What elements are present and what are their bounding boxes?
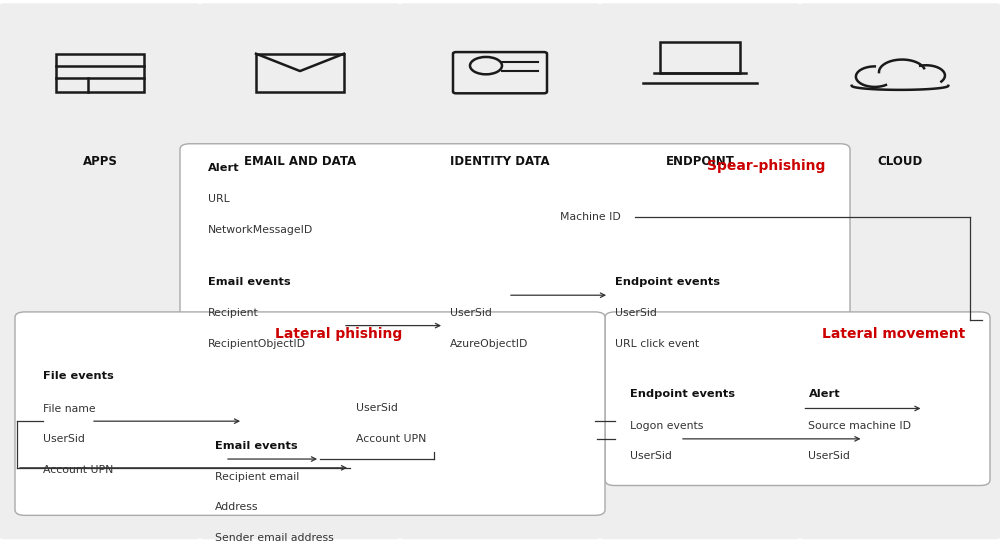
Text: CLOUD: CLOUD bbox=[877, 155, 923, 168]
Text: URL click event: URL click event bbox=[615, 339, 699, 349]
Text: AzureObjectID: AzureObjectID bbox=[450, 339, 528, 349]
Text: Source machine ID: Source machine ID bbox=[808, 421, 911, 432]
Text: File events: File events bbox=[43, 371, 114, 382]
FancyBboxPatch shape bbox=[15, 312, 605, 516]
Text: Sender email address: Sender email address bbox=[215, 533, 334, 543]
Text: NetworkMessageID: NetworkMessageID bbox=[208, 225, 313, 235]
FancyBboxPatch shape bbox=[200, 3, 400, 539]
Text: RecipientObjectID: RecipientObjectID bbox=[208, 339, 306, 349]
Text: Endpoint events: Endpoint events bbox=[615, 277, 720, 287]
Text: Recipient: Recipient bbox=[208, 308, 259, 318]
Text: Recipient email: Recipient email bbox=[215, 472, 299, 482]
Text: Alert: Alert bbox=[208, 163, 240, 173]
FancyBboxPatch shape bbox=[660, 43, 740, 73]
FancyBboxPatch shape bbox=[453, 52, 547, 93]
Text: UserSid: UserSid bbox=[808, 451, 850, 461]
Text: IDENTITY DATA: IDENTITY DATA bbox=[450, 155, 550, 168]
Text: Account UPN: Account UPN bbox=[43, 464, 113, 475]
FancyBboxPatch shape bbox=[600, 3, 800, 539]
Text: Spear-phishing: Spear-phishing bbox=[707, 159, 825, 173]
FancyBboxPatch shape bbox=[605, 312, 990, 486]
Text: Alert: Alert bbox=[808, 389, 840, 399]
Text: Machine ID: Machine ID bbox=[560, 211, 621, 222]
FancyBboxPatch shape bbox=[256, 54, 344, 92]
Text: Account UPN: Account UPN bbox=[356, 434, 426, 444]
FancyBboxPatch shape bbox=[0, 3, 200, 539]
Text: EMAIL AND DATA: EMAIL AND DATA bbox=[244, 155, 356, 168]
Text: APPS: APPS bbox=[83, 155, 117, 168]
Text: Address: Address bbox=[215, 502, 258, 512]
Text: UserSid: UserSid bbox=[43, 434, 85, 444]
Text: UserSid: UserSid bbox=[630, 451, 672, 461]
Text: URL: URL bbox=[208, 194, 230, 204]
Text: Lateral movement: Lateral movement bbox=[822, 327, 965, 341]
Text: UserSid: UserSid bbox=[356, 403, 398, 413]
Text: File name: File name bbox=[43, 404, 96, 414]
Text: ENDPOINT: ENDPOINT bbox=[666, 155, 734, 168]
Text: Endpoint events: Endpoint events bbox=[630, 389, 735, 399]
FancyBboxPatch shape bbox=[800, 3, 1000, 539]
Text: Logon events: Logon events bbox=[630, 421, 703, 432]
FancyBboxPatch shape bbox=[56, 54, 144, 92]
Text: Email events: Email events bbox=[208, 277, 291, 287]
Text: Email events: Email events bbox=[215, 440, 298, 451]
Text: UserSid: UserSid bbox=[615, 308, 657, 318]
Text: UserSid: UserSid bbox=[450, 308, 492, 318]
Text: Lateral phishing: Lateral phishing bbox=[275, 327, 402, 341]
FancyBboxPatch shape bbox=[400, 3, 600, 539]
FancyBboxPatch shape bbox=[180, 144, 850, 383]
